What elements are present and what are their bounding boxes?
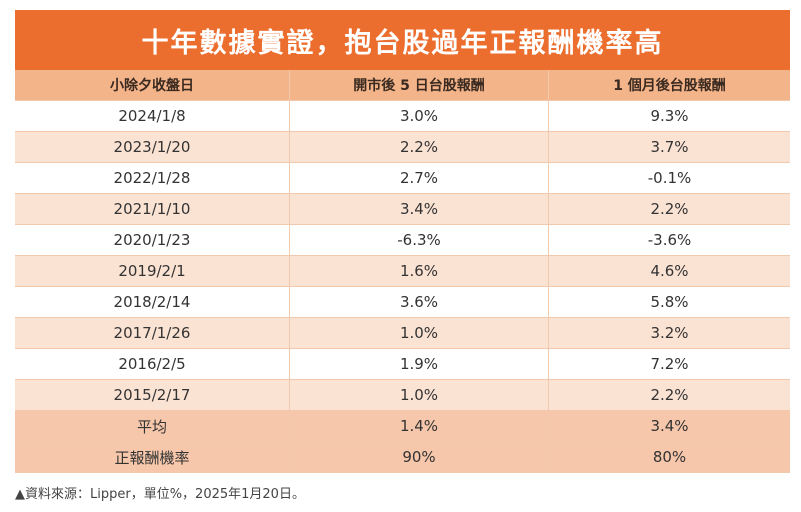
one-month-return-cell: -0.1% — [549, 163, 790, 194]
column-header-5day-return: 開市後 5 日台股報酬 — [290, 70, 549, 101]
one-month-return-cell: 7.2% — [549, 349, 790, 380]
five-day-return-cell: 3.6% — [290, 287, 549, 318]
one-month-return-cell: 9.3% — [549, 101, 790, 132]
one-month-return-cell: 3.2% — [549, 318, 790, 349]
one-month-return-cell: 5.8% — [549, 287, 790, 318]
table-grid: 小除夕收盤日 開市後 5 日台股報酬 1 個月後台股報酬 2024/1/8 3.… — [15, 70, 790, 473]
five-day-return-cell: 1.0% — [290, 318, 549, 349]
one-month-return-cell: 2.2% — [549, 194, 790, 225]
five-day-return-cell: 3.0% — [290, 101, 549, 132]
column-header-date: 小除夕收盤日 — [15, 70, 290, 101]
source-note: ▲資料來源：Lipper，單位%，2025年1月20日。 — [15, 487, 305, 502]
date-cell: 2015/2/17 — [15, 380, 290, 411]
five-day-return-cell: 1.9% — [290, 349, 549, 380]
five-day-return-cell: 1.6% — [290, 256, 549, 287]
one-month-return-cell: -3.6% — [549, 225, 790, 256]
five-day-return-cell: 1.0% — [290, 380, 549, 411]
one-month-return-cell: 80% — [549, 442, 790, 473]
date-cell: 2016/2/5 — [15, 349, 290, 380]
summary-label: 平均 — [15, 411, 290, 442]
table-title: 十年數據實證，抱台股過年正報酬機率高 — [15, 10, 790, 70]
one-month-return-cell: 4.6% — [549, 256, 790, 287]
one-month-return-cell: 3.7% — [549, 132, 790, 163]
five-day-return-cell: 2.7% — [290, 163, 549, 194]
one-month-return-cell: 3.4% — [549, 411, 790, 442]
five-day-return-cell: 2.2% — [290, 132, 549, 163]
summary-label: 正報酬機率 — [15, 442, 290, 473]
date-cell: 2021/1/10 — [15, 194, 290, 225]
five-day-return-cell: 90% — [290, 442, 549, 473]
date-cell: 2024/1/8 — [15, 101, 290, 132]
returns-table: 十年數據實證，抱台股過年正報酬機率高 小除夕收盤日 開市後 5 日台股報酬 1 … — [15, 10, 790, 473]
one-month-return-cell: 2.2% — [549, 380, 790, 411]
date-cell: 2018/2/14 — [15, 287, 290, 318]
date-cell: 2023/1/20 — [15, 132, 290, 163]
five-day-return-cell: -6.3% — [290, 225, 549, 256]
date-cell: 2020/1/23 — [15, 225, 290, 256]
five-day-return-cell: 3.4% — [290, 194, 549, 225]
five-day-return-cell: 1.4% — [290, 411, 549, 442]
date-cell: 2022/1/28 — [15, 163, 290, 194]
date-cell: 2017/1/26 — [15, 318, 290, 349]
date-cell: 2019/2/1 — [15, 256, 290, 287]
column-header-1month-return: 1 個月後台股報酬 — [549, 70, 790, 101]
